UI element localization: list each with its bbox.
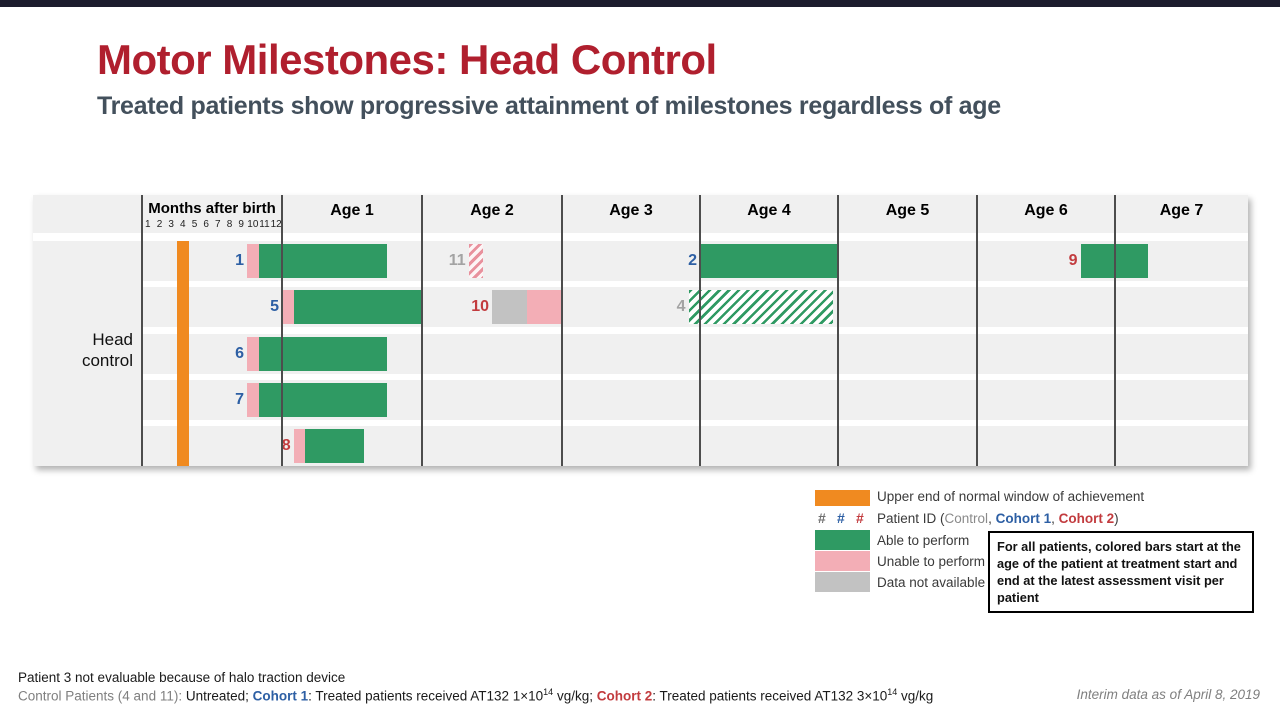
footnote-cohort1-units: vg/kg; (553, 688, 597, 704)
patient-id-label: 1 (235, 252, 244, 269)
patient-bar-segment (293, 429, 306, 463)
month-tick: 1 (145, 219, 151, 230)
legend-swatch-na (815, 572, 870, 592)
note-box: For all patients, colored bars start at … (988, 531, 1254, 614)
patient-id-label: 2 (688, 252, 697, 269)
legend-label-na: Data not available (877, 575, 986, 590)
patient-bar-segment (282, 290, 294, 325)
footnote-cohort1-text: : Treated patients received AT132 1×10 (308, 688, 544, 704)
legend-separator: , (1051, 511, 1059, 526)
footnote-cohorts: Control Patients (4 and 11): Untreated; … (18, 687, 933, 704)
page-title: Motor Milestones: Head Control (97, 36, 717, 83)
grid-line (421, 195, 423, 466)
patient-bar-segment (247, 244, 259, 278)
legend-label-able: Able to perform (877, 533, 970, 548)
patient-bar-segment (247, 336, 259, 371)
patient-id-label: 5 (270, 298, 279, 316)
patient-bar-segment (293, 290, 422, 325)
patient-id-label: 10 (471, 298, 489, 316)
patient-bar-segment (700, 244, 838, 278)
footnote-patient3: Patient 3 not evaluable because of halo … (18, 670, 346, 685)
age-column-label: Age 6 (1024, 202, 1068, 219)
month-tick: 10 (247, 219, 259, 230)
month-tick: 3 (168, 219, 174, 230)
age-column-label: Age 2 (470, 202, 514, 219)
patient-id-label: 9 (1068, 252, 1078, 269)
legend-separator: , (988, 511, 996, 526)
row-label-column (33, 241, 143, 466)
legend-label-normal-window: Upper end of normal window of achievemen… (877, 489, 1145, 504)
month-tick: 2 (156, 219, 163, 230)
top-accent-bar (0, 0, 1280, 7)
grid-line (976, 195, 978, 466)
interim-data-note: Interim data as of April 8, 2019 (1076, 687, 1260, 702)
month-tick: 4 (180, 219, 186, 230)
footnote-control-rest: Untreated; (182, 688, 253, 704)
chart-header-band (33, 195, 1248, 233)
legend-patient-id-prefix: Patient ID ( (877, 511, 945, 526)
legend-patient-id-control: Control (944, 511, 989, 526)
normal-window-bar (177, 241, 189, 466)
patient-id-label: 11 (448, 252, 466, 269)
patient-bar-segment (258, 336, 387, 371)
patient-bar-segment (527, 290, 562, 325)
age-column-label: Age 7 (1159, 202, 1204, 219)
month-tick: 11 (259, 219, 270, 230)
patient-id-label: 8 (281, 437, 291, 454)
grid-line (141, 195, 143, 466)
age-column-label: Age 5 (885, 202, 930, 219)
legend-label-unable: Unable to perform (877, 554, 986, 569)
legend-patient-id-cohort2: Cohort 2 (1058, 511, 1115, 526)
legend-swatch-normal-window (815, 490, 870, 506)
patient-id-label: 4 (676, 298, 686, 316)
patient-bar-segment (247, 382, 259, 417)
footnote-cohort2-units: vg/kg (897, 688, 934, 704)
footnote-cohort2-exponent: 14 (887, 687, 898, 697)
patient-id-label: 7 (235, 390, 244, 408)
legend-hash-control: # (818, 510, 826, 526)
patient-bar-segment (688, 290, 834, 325)
legend-patient-id-suffix: ) (1114, 511, 1119, 526)
age-column-label: Age 3 (609, 202, 653, 219)
footnote-cohort1-exponent: 14 (543, 687, 554, 697)
patient-bar-segment (305, 429, 364, 463)
legend-swatch-able (815, 530, 870, 550)
patient-bar-segment (492, 290, 527, 325)
footnote-control-label: Control Patients (4 and 11): (18, 688, 183, 704)
month-tick: 8 (226, 219, 233, 230)
legend-label-patient-id: Patient ID (Control, Cohort 1, Cohort 2) (877, 511, 1119, 526)
patient-bar-segment (258, 244, 387, 278)
age-column-label: Age 4 (747, 202, 791, 219)
legend-hash-cohort2: # (856, 510, 864, 526)
legend-patient-id-cohort1: Cohort 1 (995, 511, 1052, 526)
months-axis-title: Months after birth (148, 200, 276, 217)
grid-line (1114, 195, 1116, 466)
legend-hash-cohort1: # (837, 510, 845, 526)
patient-bar-segment (258, 382, 387, 417)
grid-line (837, 195, 839, 466)
grid-line (281, 195, 283, 466)
patient-id-label: 6 (235, 344, 244, 362)
milestone-row-label: Head control (81, 330, 133, 370)
footnote-cohort2-text: : Treated patients received AT132 3×10 (652, 688, 888, 704)
patient-bar-segment (468, 244, 483, 278)
page-subtitle: Treated patients show progressive attain… (97, 92, 1001, 120)
month-tick: 6 (203, 219, 209, 230)
month-tick: 12 (270, 219, 282, 230)
month-tick: 7 (215, 219, 221, 230)
month-tick: 9 (238, 219, 244, 230)
grid-line (561, 195, 563, 466)
footnote-cohort2-label: Cohort 2 (596, 688, 653, 704)
footnote-cohort1-label: Cohort 1 (252, 688, 309, 704)
legend-swatch-unable (815, 551, 870, 571)
month-tick: 5 (191, 219, 198, 230)
age-column-label: Age 1 (330, 202, 374, 219)
grid-line (699, 195, 701, 466)
